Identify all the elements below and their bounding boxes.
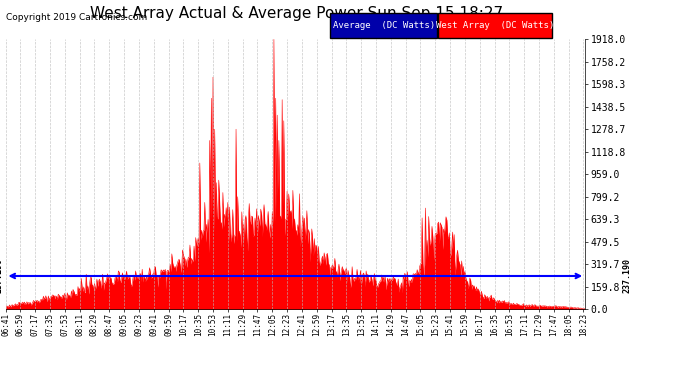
Text: 237.190: 237.190: [623, 258, 632, 294]
Text: West Array  (DC Watts): West Array (DC Watts): [436, 21, 555, 30]
Text: West Array Actual & Average Power Sun Sep 15 18:27: West Array Actual & Average Power Sun Se…: [90, 6, 503, 21]
Text: Average  (DC Watts): Average (DC Watts): [333, 21, 435, 30]
Text: 237.190: 237.190: [0, 258, 3, 294]
Text: Copyright 2019 Cartronics.com: Copyright 2019 Cartronics.com: [6, 13, 147, 22]
